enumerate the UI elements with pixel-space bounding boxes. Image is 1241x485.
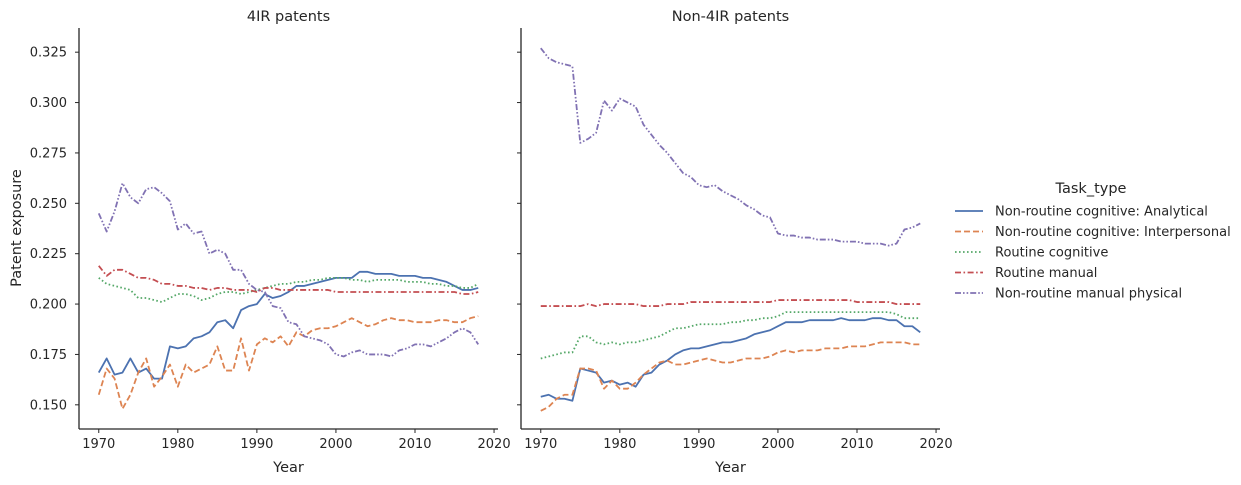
x-tick-label: 2000 xyxy=(319,437,352,452)
series-line-2 xyxy=(97,315,479,410)
legend-label: Routine manual xyxy=(995,266,1097,281)
legend-label: Non-routine cognitive: Analytical xyxy=(995,205,1208,220)
series-line-4 xyxy=(540,299,921,307)
series-line-3 xyxy=(540,311,921,360)
y-tick-label: 0.250 xyxy=(30,197,67,212)
y-tick-label: 0.325 xyxy=(30,46,67,61)
legend-item: Routine manual xyxy=(955,266,1097,281)
panel-2: Non-4IR patents 1970 1980 1990 2000 2010 2020 Y… xyxy=(517,9,953,476)
y-tick-label: 0.150 xyxy=(30,398,67,413)
y-tick-label: 0.200 xyxy=(30,298,67,313)
x-tick-label: 2010 xyxy=(840,437,873,452)
y-axis-label: Patent exposure xyxy=(9,169,25,287)
series-line-4 xyxy=(98,265,479,295)
x-tick-label: 2020 xyxy=(478,437,511,452)
series-line-5 xyxy=(540,47,921,247)
y-tick-label: 0.175 xyxy=(30,348,67,363)
legend-item: Non-routine cognitive: Interpersonal xyxy=(955,225,1231,240)
legend-label: Non-routine manual physical xyxy=(995,287,1182,302)
x-tick-label: 1980 xyxy=(603,437,636,452)
legend-label: Routine cognitive xyxy=(995,246,1108,261)
series-line-1 xyxy=(97,270,479,380)
x-tick-label: 1990 xyxy=(682,437,715,452)
legend-title: Task_type xyxy=(1055,181,1127,197)
y-tick-label: 0.300 xyxy=(30,96,67,111)
x-tick-label: 2010 xyxy=(398,437,431,452)
legend-item: Non-routine cognitive: Analytical xyxy=(955,205,1208,220)
x-axis-label: Year xyxy=(714,460,746,476)
x-tick-label: 2000 xyxy=(761,437,794,452)
legend: Task_type Non-routine cognitive: Analytic… xyxy=(955,181,1231,302)
legend-label: Non-routine cognitive: Interpersonal xyxy=(995,225,1231,240)
y-tick-label: 0.225 xyxy=(30,247,67,262)
series-line-2 xyxy=(540,341,921,412)
series-line-1 xyxy=(540,317,921,402)
y-tick-label: 0.275 xyxy=(30,146,67,161)
panel-title: Non-4IR patents xyxy=(672,9,789,25)
x-tick-label: 1990 xyxy=(240,437,273,452)
panel-1: 4IR patents 1970 1980 1990 2000 2010 2020 Year 0… xyxy=(30,9,511,476)
x-axis-label: Year xyxy=(272,460,304,476)
x-tick-label: 1980 xyxy=(161,437,194,452)
panel-title: 4IR patents xyxy=(247,9,330,25)
series-line-5 xyxy=(97,182,479,358)
x-tick-label: 1970 xyxy=(524,437,557,452)
x-tick-label: 2020 xyxy=(920,437,953,452)
legend-item: Routine cognitive xyxy=(955,246,1108,261)
x-tick-label: 1970 xyxy=(82,437,115,452)
legend-item: Non-routine manual physical xyxy=(955,287,1182,302)
